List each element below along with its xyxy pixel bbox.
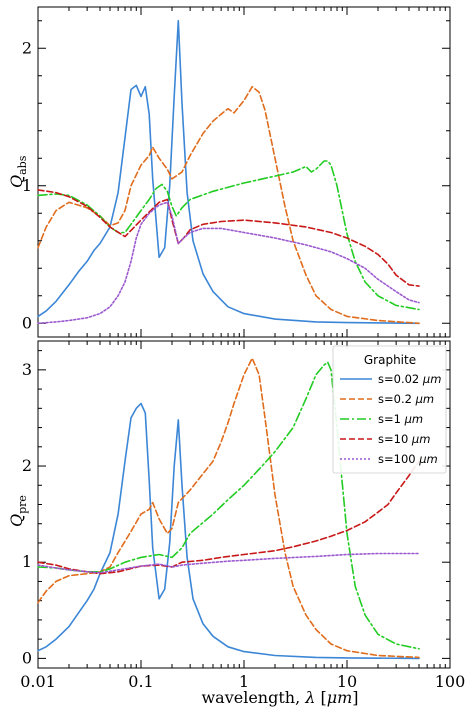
legend-title: Graphite	[364, 353, 416, 367]
top-series-lines	[37, 19, 420, 325]
bottom-y-tick-label: 2	[22, 456, 32, 475]
top-y-tick-label: 2	[22, 38, 32, 57]
bottom-series-line-3	[37, 460, 420, 575]
x-tick-label: 10	[337, 672, 357, 691]
x-tick-label: 100	[435, 672, 466, 691]
legend-entry-label: s=1 μm	[378, 412, 423, 426]
legend-entries: s=0.02 μm s=0.2 μm s=1 μm s=10 μm s=100 μm	[340, 372, 441, 466]
top-y-tick-label: 1	[22, 176, 32, 195]
top-y-axis-label: Qabs	[7, 155, 29, 188]
bottom-ticks: 0.01 0.1 1 10 100 0 1 2 3	[20, 341, 465, 691]
bottom-series-line-4	[37, 552, 420, 574]
top-series-line-3	[37, 189, 420, 287]
x-tick-label: 1	[239, 672, 249, 691]
top-series-line-4	[37, 201, 420, 325]
bottom-y-tick-label: 3	[22, 360, 32, 379]
top-panel: 0 1 2 Qabs	[7, 6, 451, 338]
bottom-y-axis-label: Qpre	[7, 495, 29, 527]
x-tick-label: 0.01	[20, 672, 56, 691]
legend-entry-label: s=0.02 μm	[378, 372, 441, 386]
bottom-series-lines	[37, 357, 420, 660]
bottom-panel: 0.01 0.1 1 10 100 0 1 2 3 Qpre wavelength, λ [μm…	[7, 340, 465, 707]
top-y-tick-label: 0	[22, 313, 32, 332]
x-axis-label: wavelength, λ [μm]	[201, 688, 358, 707]
legend: Graphite s=0.02 μms=0.2 μms=1 μms=10 μms…	[332, 345, 447, 474]
top-ticks: 0 1 2	[22, 7, 451, 337]
top-series-line-0	[37, 19, 420, 325]
legend-box	[332, 345, 447, 474]
bottom-y-tick-label: 0	[22, 648, 32, 667]
x-tick-label: 0.1	[128, 672, 153, 691]
legend-entry-label: s=100 μm	[378, 452, 438, 466]
bottom-series-line-1	[37, 357, 420, 659]
legend-entry-label: s=10 μm	[378, 432, 430, 446]
bottom-series-line-0	[37, 402, 420, 660]
legend-entry-label: s=0.2 μm	[378, 392, 434, 406]
bottom-series-line-2	[37, 361, 420, 650]
bottom-y-tick-label: 1	[22, 552, 32, 571]
